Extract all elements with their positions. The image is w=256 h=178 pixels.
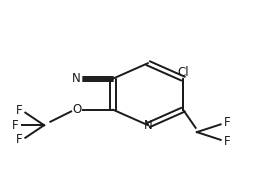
Text: N: N [72, 72, 81, 85]
Text: F: F [16, 104, 22, 117]
Text: F: F [16, 133, 22, 146]
Text: F: F [12, 119, 19, 132]
Text: F: F [223, 135, 230, 148]
Text: F: F [223, 116, 230, 129]
Text: O: O [72, 103, 81, 116]
Text: N: N [144, 119, 152, 132]
Text: Cl: Cl [177, 66, 189, 79]
